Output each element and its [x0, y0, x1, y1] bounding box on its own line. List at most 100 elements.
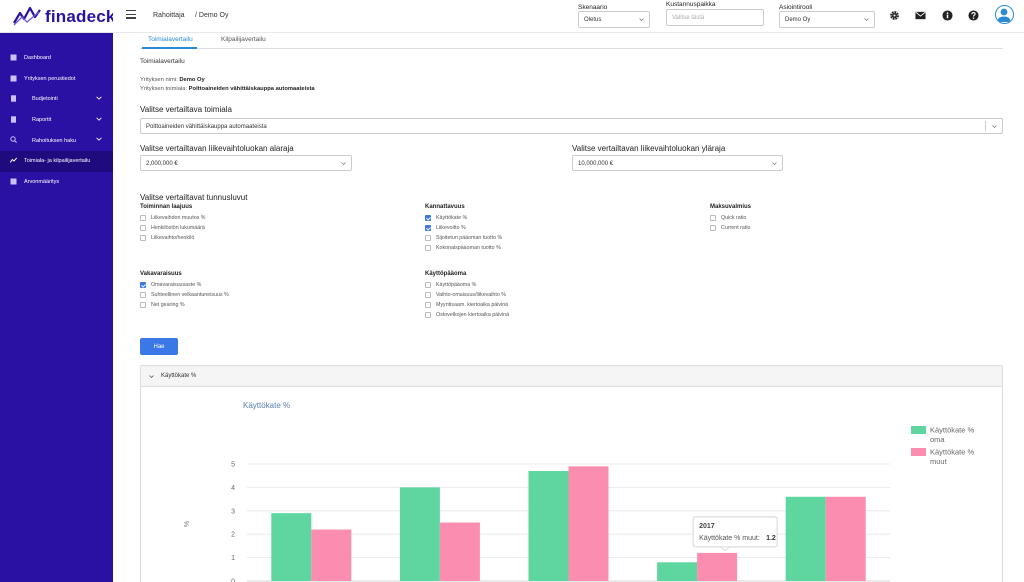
costcenter-select[interactable]: Valitse tästä — [666, 9, 764, 26]
metric-group-title: Toiminnan laajuus — [140, 204, 193, 210]
chart-tooltip: 2017 Käyttökate % muut: 1.2 — [692, 516, 778, 552]
legend-swatch[interactable] — [911, 426, 926, 434]
legend-label: Käyttökate % oma — [930, 426, 975, 445]
bar-chart: Käyttökate %012345%Vuosi2014201520162017… — [184, 401, 975, 582]
y-tick-label: 0 — [231, 579, 235, 582]
metric-label: Liikevaihdon muutos % — [151, 214, 206, 221]
info-icon[interactable] — [942, 10, 953, 21]
checkbox-empty-icon[interactable] — [710, 224, 716, 231]
help-icon[interactable] — [968, 10, 979, 21]
checkbox-empty-icon[interactable] — [425, 311, 431, 318]
sidebar-item[interactable]: Rahoituksen haku — [0, 130, 113, 151]
lower-bound-value: 2,000,000 € — [146, 161, 178, 167]
tab-kilpailijavertailu[interactable]: Kilpailijavertailu — [221, 36, 266, 43]
metric-checkbox[interactable]: Käyttökate % — [425, 214, 467, 222]
checkbox-empty-icon[interactable] — [425, 281, 431, 288]
sidebar-item[interactable]: Raportit — [0, 110, 113, 131]
bar[interactable] — [439, 522, 480, 582]
metric-checkbox[interactable]: Current ratio — [710, 224, 750, 232]
metric-label: Vaihto-omaisuus/liikevaihto % — [436, 291, 506, 298]
chevron-down-icon — [639, 18, 644, 22]
metric-group-title: Vakavaraisuus — [140, 271, 182, 277]
metric-checkbox[interactable]: Net gearing % — [140, 301, 185, 309]
scenario-value: Oletus — [584, 17, 602, 23]
bar[interactable] — [785, 496, 826, 581]
company-industry: Polttoaineiden vähittäiskauppa automaate… — [188, 86, 315, 92]
bar[interactable] — [825, 496, 866, 581]
chevron-down-icon[interactable] — [96, 136, 102, 142]
company-icon — [10, 75, 17, 82]
metric-checkbox[interactable]: Käyttöpääoma % — [425, 281, 476, 289]
trend-icon — [10, 157, 17, 163]
metric-checkbox[interactable]: Quick ratio — [710, 214, 746, 222]
breadcrumb-root[interactable]: Rahoittaja — [153, 12, 185, 19]
chart-title: Käyttökate % — [243, 401, 290, 410]
checkbox-empty-icon[interactable] — [140, 214, 146, 221]
metric-checkbox[interactable]: Liikevaihto/henkilö — [140, 234, 194, 242]
checkbox-empty-icon[interactable] — [140, 224, 146, 231]
tooltip-box — [692, 516, 778, 548]
chevron-down-icon[interactable] — [96, 95, 102, 101]
lower-bound-select[interactable]: 2,000,000 € — [140, 155, 352, 171]
tooltip-label: Käyttökate % muut: — [699, 535, 760, 542]
bar[interactable] — [399, 487, 440, 581]
chart-panel-header[interactable]: Käyttökate % — [141, 366, 1002, 387]
scenario-select[interactable]: Oletus — [578, 11, 650, 28]
breadcrumb-current: / Demo Oy — [195, 12, 229, 19]
logo[interactable]: finadeck — [0, 0, 115, 33]
checkbox-empty-icon[interactable] — [140, 301, 146, 308]
metric-label: Käyttökate % — [436, 214, 468, 221]
checkbox-empty-icon[interactable] — [425, 291, 431, 298]
legend-label: Käyttökate % muut — [930, 448, 975, 467]
metric-checkbox[interactable]: Myyntisaam. kiertoaika päivinä — [425, 301, 508, 309]
sidebar-item[interactable]: Dashboard — [0, 48, 113, 69]
menu-icon[interactable] — [126, 10, 136, 19]
tab-toimialavertailu[interactable]: Toimialavertailu — [148, 36, 193, 43]
bar[interactable] — [311, 529, 352, 581]
bar[interactable] — [657, 562, 698, 581]
bar[interactable] — [271, 513, 312, 581]
metric-checkbox[interactable]: Liikevoitto % — [425, 224, 466, 232]
metric-checkbox[interactable]: Omavaraisuusaste % — [140, 281, 201, 289]
bar[interactable] — [697, 552, 738, 581]
chevron-down-icon[interactable] — [96, 116, 102, 122]
sidebar-item[interactable]: Toimiala- ja kilpailijavertailu — [0, 150, 113, 172]
checkbox-empty-icon[interactable] — [425, 301, 431, 308]
chevron-down-icon — [992, 125, 997, 129]
search-button[interactable]: Hae — [140, 338, 178, 355]
metric-checkbox[interactable]: Kokonaispääoman tuotto % — [425, 244, 501, 252]
mail-icon[interactable] — [915, 10, 926, 21]
chevron-down-icon — [864, 18, 869, 22]
checkbox-checked-icon[interactable] — [425, 224, 431, 231]
checkbox-checked-icon[interactable] — [425, 214, 431, 221]
sidebar-item[interactable]: Arvonmääritys — [0, 172, 113, 193]
checkbox-empty-icon[interactable] — [140, 234, 146, 241]
metric-checkbox[interactable]: Vaihto-omaisuus/liikevaihto % — [425, 291, 506, 299]
checkbox-checked-icon[interactable] — [140, 281, 146, 288]
checkbox-empty-icon[interactable] — [425, 244, 431, 251]
legend-swatch[interactable] — [911, 448, 926, 456]
role-label: Asiointirooli — [779, 4, 813, 11]
checkbox-empty-icon[interactable] — [140, 291, 146, 298]
metric-checkbox[interactable]: Henkilöstön lukumäärä — [140, 224, 205, 232]
company-name-label: Yrityksen nimi: — [140, 77, 178, 83]
industry-select[interactable]: Polttoaineiden vähittäiskauppa automaate… — [140, 118, 1003, 134]
avatar[interactable] — [995, 5, 1014, 24]
checkbox-empty-icon[interactable] — [425, 234, 431, 241]
upper-bound-select[interactable]: 10,000,000 € — [572, 155, 783, 171]
chevron-down-icon — [772, 162, 777, 166]
bar[interactable] — [568, 466, 609, 581]
metric-checkbox[interactable]: Sijoitetun pääoman tuotto % — [425, 234, 502, 242]
top-bar: Rahoittaja / Demo Oy Skenaario Oletus Ku… — [113, 0, 1024, 33]
sidebar-item[interactable]: Budjetointi — [0, 89, 113, 110]
y-tick-label: 5 — [231, 462, 235, 469]
bar[interactable] — [528, 471, 569, 581]
metric-checkbox[interactable]: Liikevaihdon muutos % — [140, 214, 205, 222]
gear-icon[interactable] — [889, 10, 900, 21]
role-select[interactable]: Demo Oy — [779, 11, 875, 28]
sidebar-item[interactable]: Yrityksen perustiedot — [0, 69, 113, 90]
checkbox-empty-icon[interactable] — [710, 214, 716, 221]
metric-checkbox[interactable]: Suhteellinen velkaantuneisuus % — [140, 291, 229, 299]
metric-checkbox[interactable]: Ostovelkojen kiertoaika päivinä — [425, 311, 509, 319]
